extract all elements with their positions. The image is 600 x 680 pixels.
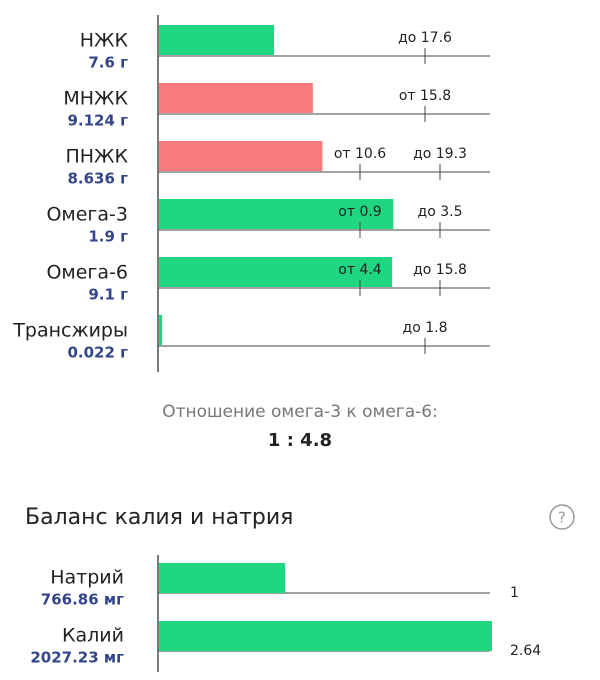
bar [159, 315, 163, 345]
bar [159, 257, 393, 287]
norm-label: от 10.6 [334, 146, 386, 162]
bar-value: 1 [510, 585, 519, 601]
row-amount: 9.1 г [88, 286, 128, 304]
row-name: Натрий [50, 567, 124, 589]
row-name: Калий [62, 625, 124, 647]
norm-label: от 0.9 [338, 204, 381, 220]
row-amount: 2027.23 мг [30, 649, 124, 667]
help-mark[interactable]: ? [558, 509, 566, 527]
row-name: НЖК [80, 30, 129, 52]
row-name: ПНЖК [65, 146, 128, 168]
bar-value: 2.64 [510, 643, 541, 659]
balance-title: Баланс калия и натрия [25, 505, 293, 530]
row-name: Омега-6 [46, 262, 128, 284]
row-name: МНЖК [63, 88, 128, 110]
norm-label: до 1.8 [403, 320, 448, 336]
help-icon[interactable] [549, 504, 575, 530]
ratio-caption: Отношение омега-3 к омега-6: [162, 402, 438, 422]
bar [159, 83, 313, 113]
row-amount: 9.124 г [67, 112, 128, 130]
ratio-value: 1 : 4.8 [268, 430, 332, 451]
bar [159, 621, 492, 651]
norm-label: от 4.4 [338, 262, 382, 278]
row-name: Омега-3 [46, 204, 128, 226]
norm-label: до 15.8 [413, 262, 467, 278]
row-amount: 766.86 мг [41, 591, 124, 609]
row-amount: 1.9 г [88, 228, 128, 246]
bar [159, 141, 323, 171]
row-amount: 8.636 г [67, 170, 128, 188]
norm-label: до 3.5 [418, 204, 463, 220]
bar [159, 199, 394, 229]
norm-label: от 15.8 [399, 88, 451, 104]
norm-label: до 19.3 [413, 146, 467, 162]
row-amount: 7.6 г [88, 54, 128, 72]
bar [159, 25, 275, 55]
bar [159, 563, 286, 593]
row-amount: 0.022 г [67, 344, 128, 362]
row-name: Трансжиры [12, 320, 128, 342]
norm-label: до 17.6 [398, 30, 452, 46]
